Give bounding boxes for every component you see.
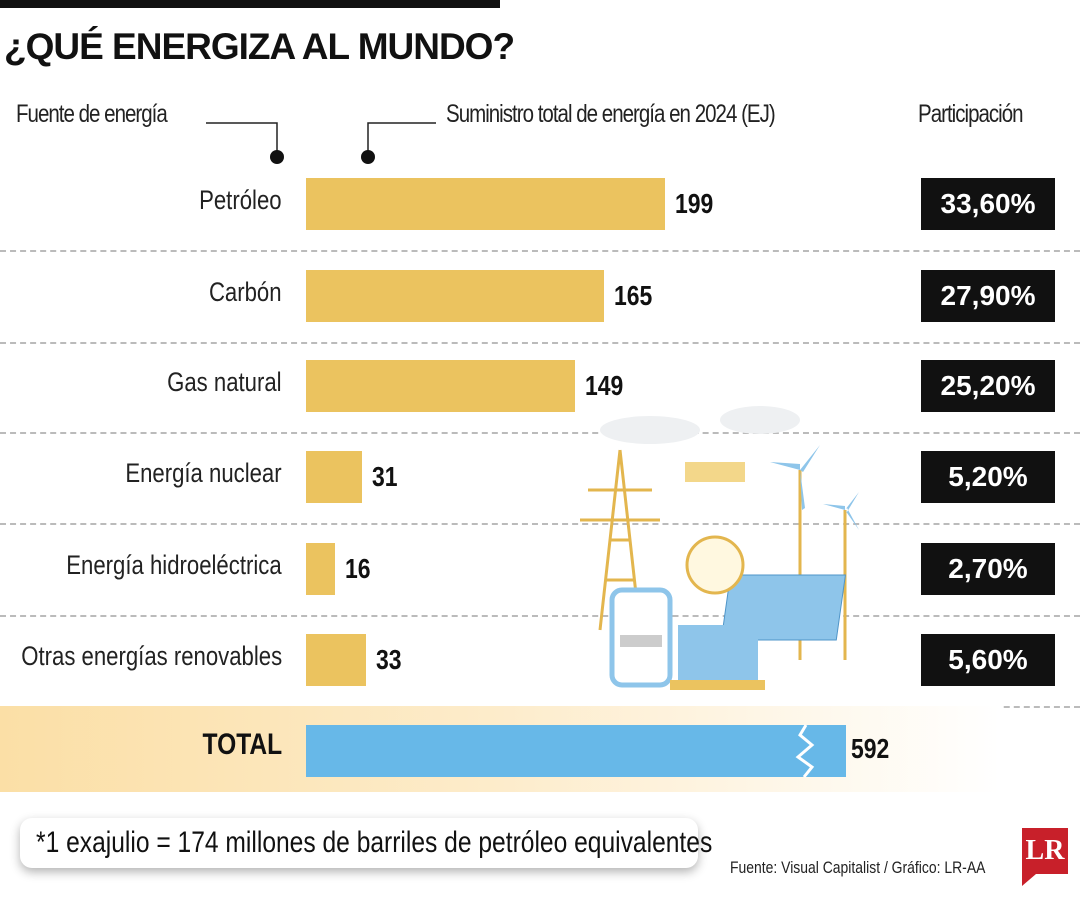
- top-rule: [0, 0, 500, 8]
- share-badge: 2,70%: [921, 543, 1055, 595]
- row-divider: [0, 432, 1080, 434]
- row-divider: [0, 615, 1080, 617]
- category-label: Energía nuclear: [125, 458, 282, 488]
- share-badge: 5,20%: [921, 451, 1055, 503]
- bar-value-label: 33: [375, 644, 402, 675]
- bar: [306, 360, 575, 412]
- category-label: Otras energías renovables: [21, 641, 282, 671]
- lr-logo: LR: [1022, 828, 1068, 886]
- bar: [306, 270, 604, 322]
- row-divider: [0, 523, 1080, 525]
- bar-value-label: 149: [584, 370, 624, 401]
- bar: [306, 543, 335, 595]
- share-header: Participación: [918, 100, 1024, 128]
- bar: [306, 634, 366, 686]
- energy-illustration-icon: [580, 406, 859, 690]
- total-bar-area: [306, 724, 846, 778]
- bar-value-label: 16: [344, 553, 371, 584]
- share-badge: 5,60%: [921, 634, 1055, 686]
- share-badge: 25,20%: [921, 360, 1055, 412]
- share-badge: 33,60%: [921, 178, 1055, 230]
- bar: [306, 451, 362, 503]
- category-label: Petróleo: [199, 185, 282, 215]
- bar-value-label: 165: [613, 280, 653, 311]
- bar-value-label: 199: [675, 188, 714, 219]
- y-axis-header: Fuente de energía: [16, 100, 168, 128]
- axis-break-mark: [795, 724, 815, 778]
- total-bar: [306, 725, 846, 777]
- category-label: Gas natural: [167, 367, 282, 397]
- category-label: Energía hidroeléctrica: [66, 550, 282, 580]
- source-credit: Fuente: Visual Capitalist / Gráfico: LR-…: [730, 858, 986, 877]
- row-divider: [0, 250, 1080, 252]
- row-divider: [0, 342, 1080, 344]
- share-badge: 27,90%: [921, 270, 1055, 322]
- category-label: Carbón: [209, 277, 282, 307]
- footnote: *1 exajulio = 174 millones de barriles d…: [20, 818, 712, 868]
- bar-value-label: 31: [371, 461, 398, 492]
- total-value-label: 592: [851, 733, 890, 764]
- total-label: TOTAL: [202, 728, 282, 761]
- x-axis-header: Suministro total de energía en 2024 (EJ): [446, 100, 776, 128]
- bar: [306, 178, 666, 230]
- header-connectors: [206, 122, 436, 164]
- chart-title: ¿QUÉ ENERGIZA AL MUNDO?: [4, 26, 515, 67]
